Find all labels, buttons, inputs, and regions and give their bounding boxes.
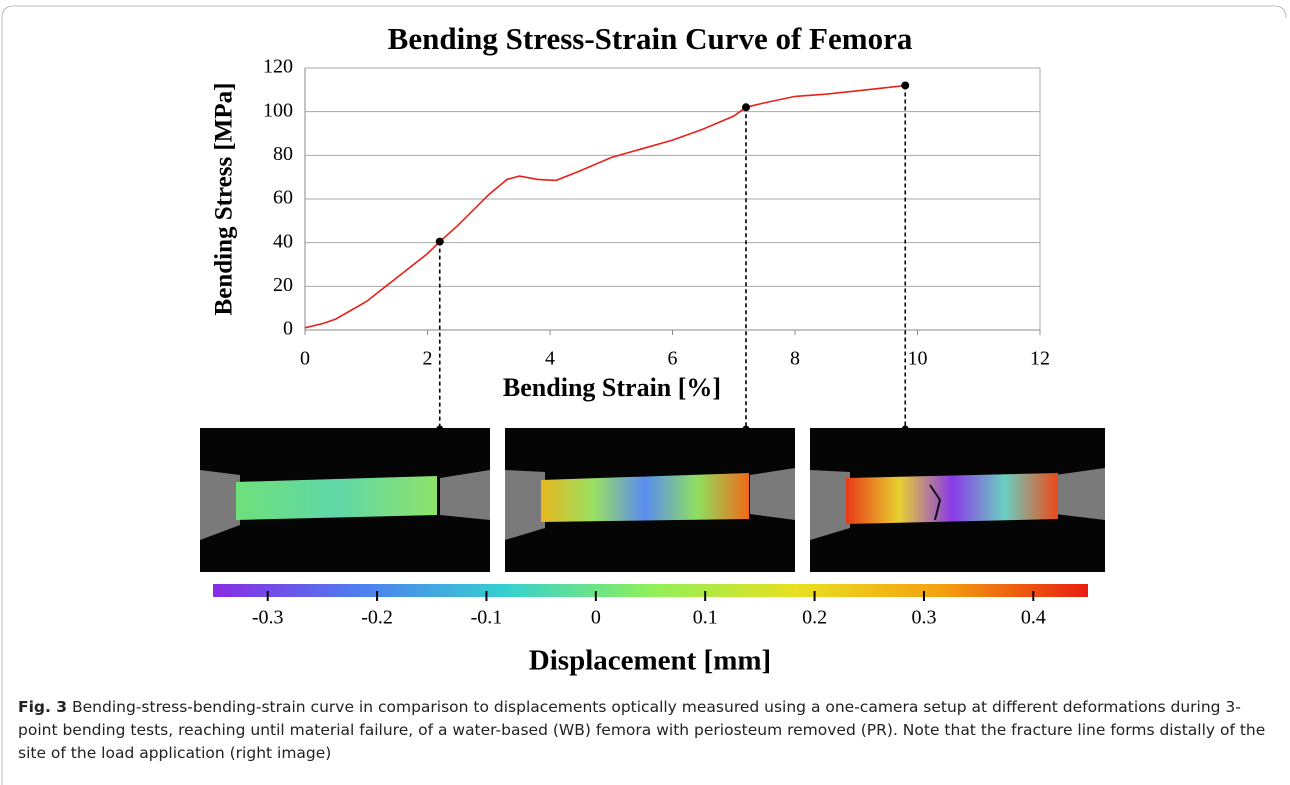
chart-title: Bending Stress-Strain Curve of Femora	[388, 21, 913, 56]
x-tick-label: 0	[300, 348, 310, 370]
x-tick-label: 4	[545, 348, 555, 370]
colorbar-tick-label: -0.3	[252, 607, 284, 629]
x-axis-label: Bending Strain [%]	[503, 373, 721, 402]
guide-end	[436, 425, 444, 433]
guide-end	[901, 425, 909, 433]
colorbar-tick-label: -0.2	[361, 607, 393, 629]
highlight-point	[901, 81, 910, 90]
image-panel	[200, 428, 490, 572]
x-tick-label: 12	[1030, 348, 1050, 370]
colorbar	[213, 584, 1088, 597]
image-panel	[505, 428, 795, 572]
x-tick-label: 2	[423, 348, 433, 370]
colorbar-tick-label: -0.1	[471, 607, 503, 629]
guide-end	[742, 425, 750, 433]
y-axis-label: Bending Stress [MPa]	[211, 83, 238, 316]
data-line	[304, 84, 906, 329]
colorbar-tick-label: 0.1	[693, 607, 718, 629]
colorbar-tick-label: 0.4	[1021, 607, 1046, 629]
colorbar-tick-label: 0.2	[802, 607, 827, 629]
colorbar-tick-label: 0.3	[911, 607, 936, 629]
y-tick-label: 40	[273, 230, 293, 252]
colorbar-tick-label: 0	[591, 607, 601, 629]
x-tick-label: 6	[668, 348, 678, 370]
y-tick-label: 80	[273, 143, 293, 165]
caption-text: Bending-stress-bending-strain curve in c…	[18, 698, 1266, 762]
highlight-point	[742, 103, 750, 112]
caption-label: Fig. 3	[18, 698, 68, 716]
y-tick-label: 120	[263, 56, 293, 78]
highlight-point	[435, 237, 444, 246]
y-tick-label: 0	[283, 318, 293, 340]
y-tick-label: 20	[273, 274, 293, 296]
x-tick-label: 10	[908, 348, 928, 370]
figure-border	[1, 5, 1287, 785]
colorbar-label: Displacement [mm]	[529, 645, 771, 677]
image-panel	[810, 428, 1105, 572]
caption: Fig. 3 Bending-stress-bending-strain cur…	[18, 696, 1268, 765]
y-tick-label: 60	[273, 187, 293, 209]
x-tick-label: 8	[790, 348, 800, 370]
y-tick-label: 100	[263, 99, 293, 121]
